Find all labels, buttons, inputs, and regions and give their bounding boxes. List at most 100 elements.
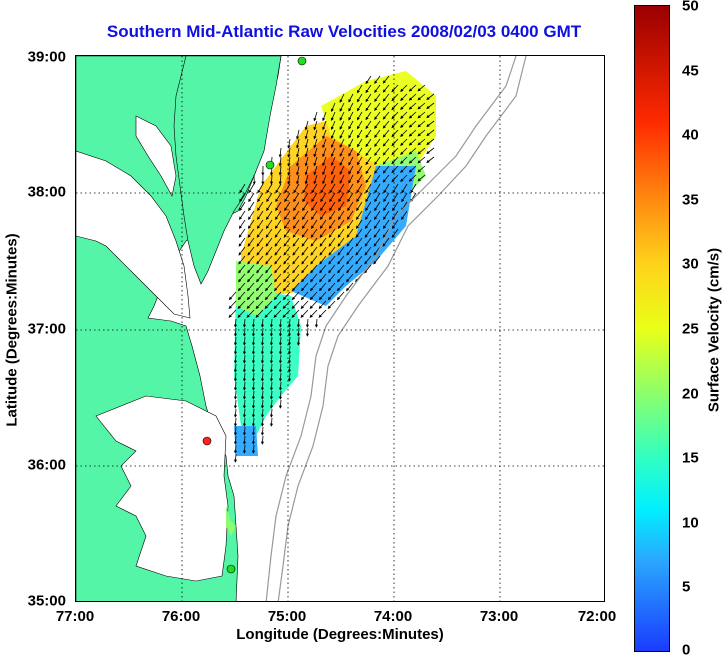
velocity-arrow [251,399,256,409]
velocity-arrow [305,318,310,328]
map-plot-area[interactable] [75,55,605,602]
velocity-arrow [374,147,381,156]
station-marker[interactable] [226,564,236,574]
velocity-arrow [283,264,291,274]
velocity-arrow [314,318,319,328]
velocity-arrow [319,246,327,256]
velocity-arrow [256,255,264,265]
colorbar-tick: 0 [682,641,691,659]
velocity-arrow [256,228,264,238]
velocity-arrow [391,93,399,102]
velocity-arrow [338,210,345,220]
velocity-arrow [304,147,309,158]
velocity-arrow [256,264,264,274]
velocity-arrow [417,174,426,182]
velocity-arrow [365,201,372,212]
velocity-arrow [283,246,291,256]
velocity-arrow [260,345,265,355]
velocity-arrow [233,336,238,346]
y-tick-label: 38:00 [27,183,66,201]
velocity-arrow [400,111,408,119]
velocity-arrow [408,129,417,137]
velocity-arrow [356,129,363,139]
velocity-arrow [238,246,246,256]
velocity-arrow [311,201,318,212]
velocity-arrow [301,246,309,256]
velocity-arrow [328,228,336,238]
velocity-arrow [238,255,246,265]
velocity-arrow [287,156,291,167]
velocity-arrow [356,201,363,212]
station-marker[interactable] [297,56,307,66]
velocity-arrow [251,345,256,355]
velocity-arrow [327,291,336,301]
velocity-arrow [322,120,327,131]
velocity-arrow [391,111,399,120]
velocity-arrow [336,282,345,292]
velocity-arrow [251,327,256,337]
velocity-arrow [356,111,363,121]
velocity-arrow [296,156,300,167]
velocity-arrow [365,192,372,203]
velocity-arrow [274,255,282,265]
velocity-arrow [382,75,390,84]
velocity-arrow [322,129,327,140]
velocity-arrow [301,228,309,238]
velocity-arrow [322,147,327,158]
velocity-arrow [408,174,417,182]
velocity-arrow [265,273,273,283]
velocity-arrow [251,354,256,364]
velocity-arrow [382,219,390,229]
velocity-arrow [356,156,363,166]
velocity-arrow [310,219,318,229]
velocity-arrow [248,201,255,212]
velocity-arrow [278,372,283,382]
velocity-arrow [278,165,282,176]
velocity-arrow [322,156,327,167]
velocity-arrow [346,228,354,238]
velocity-arrow [247,228,255,238]
velocity-arrow [242,399,247,409]
velocity-arrow [292,255,300,265]
velocity-arrow [309,309,318,318]
velocity-arrow [392,192,399,203]
velocity-arrow [365,129,372,139]
velocity-arrow [365,174,372,184]
velocity-arrow [233,408,238,418]
velocity-arrow [269,408,274,418]
velocity-arrow [356,147,363,157]
station-marker[interactable] [265,160,275,170]
velocity-arrow [247,246,255,256]
station-marker[interactable] [202,436,212,446]
velocity-arrow [328,237,336,247]
velocity-arrow [251,381,256,391]
velocity-arrow [278,363,283,373]
velocity-arrow [328,255,336,265]
velocity-arrow [248,192,255,203]
velocity-arrow [322,138,327,149]
velocity-arrow [255,282,264,292]
velocity-arrow [302,183,309,194]
velocity-arrow [337,237,345,247]
velocity-arrow [348,102,354,112]
velocity-arrow [310,273,318,283]
velocity-arrow [356,210,363,220]
velocity-arrow [278,174,282,185]
velocity-arrow [346,273,354,283]
velocity-arrow [426,147,435,154]
velocity-arrow [269,381,274,391]
velocity-arrow [347,192,354,203]
velocity-arrow [348,120,354,130]
velocity-arrow [233,345,238,355]
velocity-arrow [400,165,408,173]
velocity-arrow [237,291,246,301]
velocity-arrow [238,264,246,274]
velocity-arrow [247,237,255,247]
velocity-arrow [348,156,354,166]
velocity-arrow [242,381,247,391]
velocity-arrow [282,309,291,318]
velocity-arrow [313,174,318,185]
velocity-arrow [255,291,264,301]
velocity-arrow [264,309,273,318]
velocity-arrow [382,120,390,129]
